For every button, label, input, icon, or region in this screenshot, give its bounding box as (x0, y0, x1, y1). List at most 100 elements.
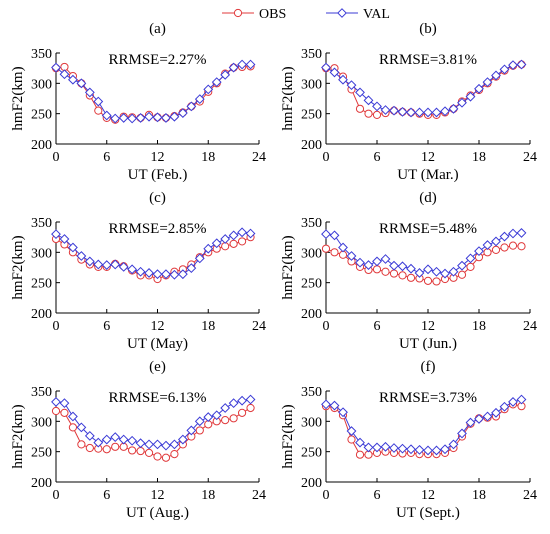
data-point-val (127, 264, 138, 275)
y-tick-label: 350 (31, 385, 52, 400)
x-axis-label: UT (Mar.) (397, 167, 458, 183)
data-point-val (220, 234, 231, 244)
data-point-obs (237, 237, 247, 246)
legend-marker (233, 8, 243, 18)
panel-label: (c) (149, 190, 166, 206)
data-point-val (491, 407, 501, 418)
data-point-val (440, 268, 450, 279)
y-tick-label: 250 (301, 108, 322, 123)
data-point-obs (466, 262, 475, 271)
data-point-val (135, 438, 146, 449)
data-point-obs (457, 270, 467, 279)
y-axis-label: hmF2(km) (10, 235, 26, 299)
data-point-obs (406, 273, 416, 282)
x-tick-label: 6 (103, 488, 110, 503)
series-line (325, 399, 522, 451)
data-point-val (144, 268, 154, 278)
data-point-val (482, 77, 493, 88)
series-line (55, 398, 251, 447)
data-point-val (110, 259, 121, 270)
series-line (325, 232, 522, 275)
legend: OBS VAL (222, 7, 390, 22)
data-point-val (161, 269, 171, 280)
panel-e: 0 6 12 18 24 200 250 300 350 UT (Aug.) hmF2(km) (e)… (10, 359, 266, 521)
data-point-val (423, 107, 433, 118)
data-point-obs (372, 265, 382, 274)
x-tick-label: 0 (323, 319, 330, 334)
x-tick-label: 12 (151, 488, 165, 503)
series-line (325, 64, 522, 113)
data-point-val (194, 416, 205, 427)
data-point-val (508, 60, 518, 71)
data-point-val (186, 425, 197, 436)
y-tick-label: 350 (301, 385, 322, 400)
data-point-val (516, 59, 527, 70)
data-point-obs (423, 276, 433, 285)
data-point-val (465, 91, 476, 102)
data-point-val (423, 445, 433, 456)
x-tick-label: 0 (53, 488, 60, 503)
series-obs (321, 241, 526, 286)
panels: 0 6 12 18 24 200 250 300 350 UT (Feb.) hmF2(km) (a)… (10, 21, 537, 521)
rrmse-annotation: RRMSE=6.13% (108, 390, 206, 406)
y-tick-label: 200 (31, 476, 52, 491)
data-point-val (194, 94, 205, 105)
data-point-obs (355, 450, 365, 459)
x-tick-label: 18 (472, 488, 486, 503)
x-axis-label: UT (May) (127, 336, 188, 352)
data-point-val (431, 445, 442, 456)
data-point-val (508, 228, 518, 239)
data-point-val (499, 231, 510, 242)
data-point-obs (347, 435, 356, 444)
data-point-val (482, 240, 493, 250)
y-tick-label: 350 (31, 47, 52, 62)
panel-label: (d) (419, 190, 437, 206)
data-point-val (93, 96, 104, 107)
data-point-val (152, 439, 163, 450)
data-point-val (59, 398, 70, 409)
x-axis-label: UT (Aug.) (126, 505, 189, 521)
data-point-val (127, 113, 138, 124)
legend-label: OBS (259, 7, 286, 22)
x-tick-label: 6 (103, 150, 110, 165)
data-point-val (406, 263, 416, 274)
data-point-obs (246, 403, 255, 413)
data-point-obs (229, 239, 238, 248)
panel-f: 0 6 12 18 24 200 250 300 350 UT (Sept.) hmF2(km) (f… (280, 359, 537, 521)
data-point-val (389, 443, 399, 453)
x-tick-label: 18 (472, 150, 486, 165)
data-point-obs (491, 245, 501, 255)
data-point-val (245, 59, 256, 70)
data-point-val (321, 62, 331, 73)
data-point-val (228, 398, 239, 409)
x-tick-label: 6 (103, 319, 110, 334)
data-point-obs (500, 243, 509, 252)
data-point-val (220, 403, 231, 413)
x-tick-label: 24 (523, 488, 537, 503)
data-point-val (397, 443, 408, 454)
data-point-val (68, 74, 78, 85)
data-point-obs (94, 106, 103, 115)
data-point-obs (128, 446, 137, 455)
data-point-val (465, 253, 476, 264)
data-point-val (423, 264, 433, 275)
data-point-val (118, 434, 129, 445)
data-point-val (346, 426, 357, 436)
data-point-val (101, 260, 112, 270)
data-point-val (414, 107, 425, 118)
x-tick-label: 0 (53, 150, 60, 165)
data-point-obs (102, 445, 111, 454)
data-point-obs (364, 109, 373, 118)
x-tick-label: 12 (151, 150, 165, 165)
data-point-val (59, 234, 70, 244)
y-axis-label: hmF2(km) (10, 404, 26, 468)
data-point-val (355, 257, 365, 268)
rrmse-annotation: RRMSE=3.73% (379, 390, 477, 406)
series-val (51, 59, 256, 124)
panel-b: 0 6 12 18 24 200 250 300 350 UT (Mar.) hmF2(km) (b)… (280, 21, 537, 183)
data-point-val (321, 229, 331, 240)
y-tick-label: 300 (31, 77, 52, 92)
y-tick-label: 250 (301, 277, 322, 292)
data-point-val (237, 395, 247, 406)
